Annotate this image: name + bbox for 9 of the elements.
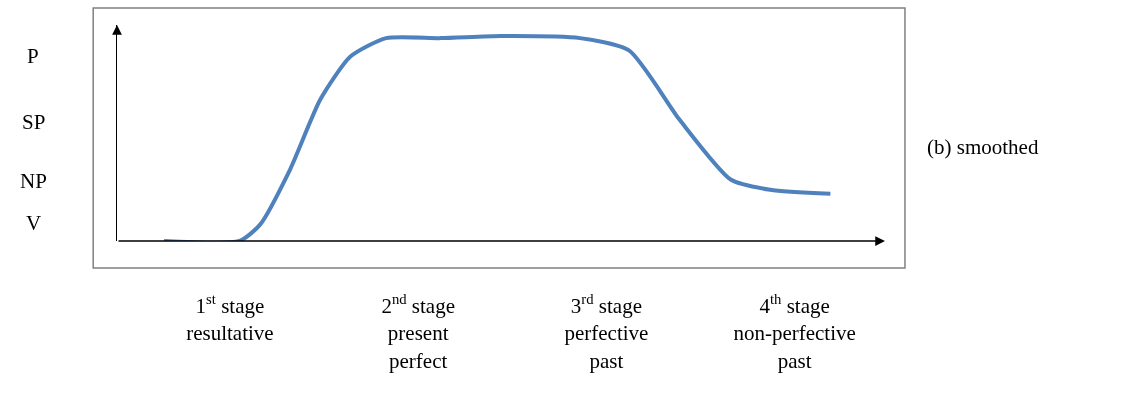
x-tick-label: 3$^{rd}$ stage perfective past xyxy=(564,291,649,373)
text: NP xyxy=(20,169,47,193)
x-tick-label: 4$^{th}$ stage non-perfective past xyxy=(733,291,856,373)
x-tick-label: 2$^{nd}$ stage present perfect xyxy=(381,291,455,373)
text: V xyxy=(26,211,42,235)
x-tick-label: 1$^{st}$ stage resultative xyxy=(186,291,274,346)
text: P xyxy=(27,44,39,68)
text: SP xyxy=(22,110,46,134)
text: (b) smoothed xyxy=(927,135,1039,159)
